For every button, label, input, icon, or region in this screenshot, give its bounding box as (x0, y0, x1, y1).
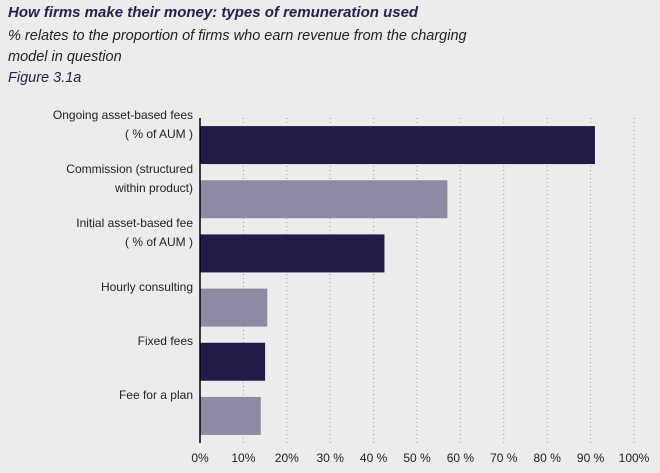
subtitle: % relates to the proportion of firms who… (8, 28, 467, 65)
x-tick-label: 30 % (316, 451, 344, 465)
bar (200, 234, 385, 273)
y-tick-label: Fee for a plan (118, 388, 193, 403)
x-tick-label: 50 % (403, 451, 431, 465)
x-tick-label: 80 % (533, 451, 561, 465)
x-tick-label: 70 % (490, 451, 518, 465)
x-tick-label: 40 % (359, 451, 388, 465)
x-tick-label: 0% (191, 451, 209, 465)
y-tick-label: Initial asset-based fee ( % of AUM ) (76, 216, 193, 250)
y-tick-label: Ongoing asset-based fees ( % of AUM ) (52, 108, 193, 142)
x-tick-label: 60 % (446, 451, 475, 465)
figure-label: Figure 3.1a (8, 70, 82, 86)
bar (200, 342, 266, 381)
y-tick-label: Hourly consulting (100, 280, 193, 295)
chart-title: How firms make their money: types of rem… (8, 4, 419, 21)
x-tick-label: 90 % (576, 451, 605, 465)
bar (200, 288, 268, 327)
bar (200, 396, 261, 435)
bar (200, 180, 448, 219)
y-tick-label: Fixed fees (137, 334, 193, 349)
y-tick-label: Commission (structured within product) (66, 162, 193, 196)
x-tick-label: 20% (274, 451, 299, 465)
bar (200, 126, 595, 165)
x-tick-label: 100% (618, 451, 650, 465)
x-tick-label: 10% (231, 451, 256, 465)
